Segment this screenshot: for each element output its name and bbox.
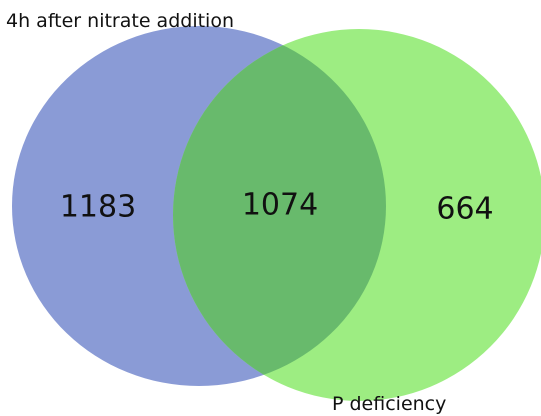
left-set-label: 4h after nitrate addition [6, 10, 234, 32]
right-only-count: 664 [436, 192, 493, 227]
overlap [173, 29, 386, 386]
right-set-label: P deficiency [332, 393, 446, 415]
left-only-count: 1183 [60, 190, 136, 225]
intersection-count: 1074 [242, 188, 318, 223]
